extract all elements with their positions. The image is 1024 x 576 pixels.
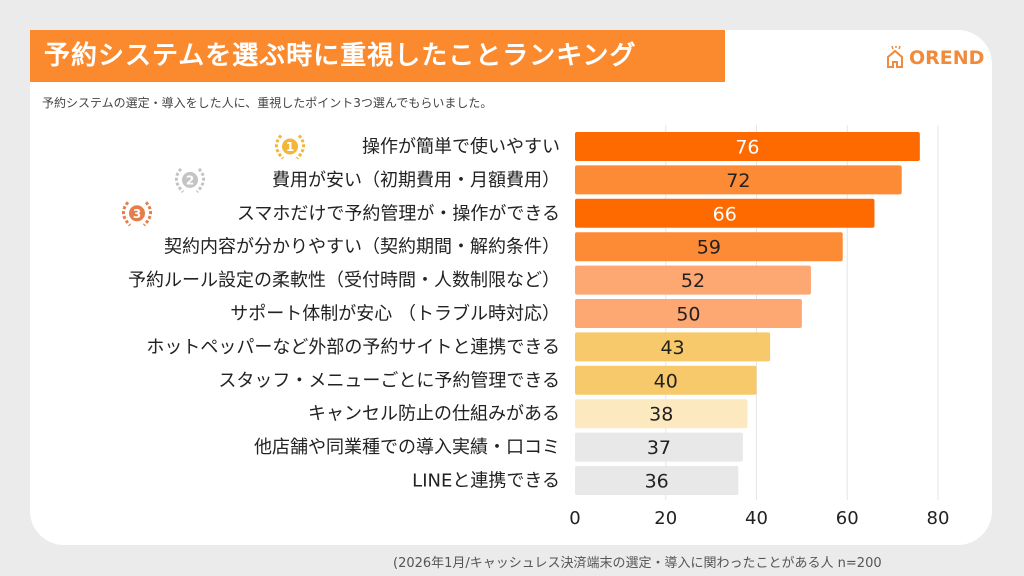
category-label: ホットペッパーなど外部の予約サイトと連携できる <box>146 337 560 358</box>
data-label: 66 <box>713 203 737 225</box>
svg-text:1: 1 <box>286 140 294 154</box>
svg-text:2: 2 <box>186 173 194 187</box>
data-label: 76 <box>735 137 759 159</box>
x-tick-label: 0 <box>569 508 580 529</box>
category-label: キャンセル防止の仕組みがある <box>308 404 560 425</box>
category-label: 予約ルール設定の柔軟性（受付時間・人数制限など） <box>128 270 560 291</box>
x-tick-label: 40 <box>745 508 768 529</box>
data-label: 52 <box>681 270 705 292</box>
category-label: サポート体制が安心 （トラブル時対応） <box>230 303 560 325</box>
category-label: スタッフ・メニューごとに予約管理できる <box>218 370 560 391</box>
data-label: 59 <box>697 237 721 259</box>
rank-3-laurel-icon: 3 <box>122 201 152 227</box>
chart-card <box>30 30 992 545</box>
logo-text: OREND <box>909 47 985 69</box>
data-label: 36 <box>645 471 669 493</box>
category-label: LINEと連携できる <box>412 471 560 492</box>
bar <box>575 232 843 262</box>
house-logo-icon <box>887 46 903 68</box>
bar <box>575 132 920 161</box>
bar <box>575 332 771 362</box>
category-label: 費用が安い（初期費用・月額費用） <box>272 170 560 191</box>
data-label: 37 <box>647 437 671 459</box>
data-label: 38 <box>649 404 673 426</box>
rank-2-laurel-icon: 2 <box>175 167 205 193</box>
logo: OREND <box>884 46 984 70</box>
category-label: 他店舗や同業種での導入実績・口コミ <box>254 437 560 458</box>
bar <box>575 299 802 328</box>
x-tick-label: 20 <box>654 508 677 529</box>
category-label: 契約内容が分かりやすい（契約期間・解約条件） <box>164 237 560 258</box>
bar <box>575 265 811 295</box>
category-label: 操作が簡単で使いやすい <box>362 137 560 158</box>
footnote: (2026年1月/キャッシュレス決済端末の選定・導入に関わったことがある人 n=… <box>393 556 882 571</box>
data-label: 43 <box>660 337 684 359</box>
data-label: 40 <box>654 370 678 392</box>
rank-1-laurel-icon: 1 <box>275 134 305 160</box>
subtitle: 予約システムの選定・導入をした人に、重視したポイント3つ選んでもらいました。 <box>42 96 493 110</box>
x-tick-label: 60 <box>836 508 859 529</box>
bar <box>575 365 757 395</box>
bar <box>575 198 875 228</box>
category-label: スマホだけで予約管理が・操作ができる <box>237 203 560 224</box>
bar <box>575 399 748 429</box>
x-tick-label: 80 <box>927 508 950 529</box>
page-title: 予約システムを選ぶ時に重視したことランキング <box>30 30 725 82</box>
svg-text:3: 3 <box>133 207 141 221</box>
bar <box>575 165 902 195</box>
data-label: 72 <box>726 170 750 192</box>
bar <box>575 432 743 462</box>
data-label: 50 <box>676 304 700 326</box>
bar <box>575 466 739 495</box>
